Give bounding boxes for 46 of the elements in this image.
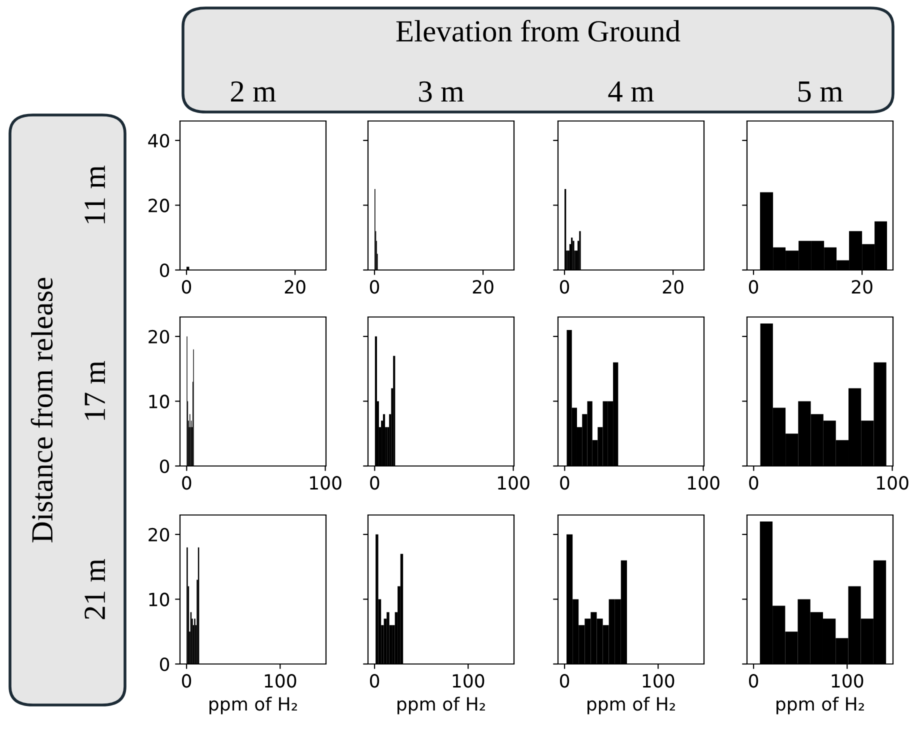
x-tick-label: 0 [560, 674, 570, 688]
y-axis-title: 21 m [84, 558, 105, 620]
chart-title: 2 m [231, 81, 276, 102]
x-tick-label: 0 [749, 674, 758, 688]
x-tick-label: 0 [370, 674, 380, 688]
x-tick-label: 0 [182, 476, 192, 490]
chart-title: 4 m [608, 81, 654, 102]
y-tick-label: 0 [160, 459, 170, 474]
y-tick-label: 0 [160, 263, 170, 278]
y-tick-label: 0 [160, 657, 170, 672]
y-axis-title: 11 m [84, 166, 105, 224]
y-tick-label: 20 [148, 528, 170, 542]
x-tick-label: 20 [284, 280, 306, 294]
x-tick-label: 0 [182, 674, 192, 688]
x-tick-label: 100 [688, 476, 720, 490]
x-axis-title: ppm of H₂ [588, 696, 675, 714]
x-tick-label: 20 [472, 280, 494, 294]
y-tick-label: 10 [149, 394, 170, 408]
x-tick-label: 0 [748, 280, 758, 294]
x-tick-label: 100 [264, 674, 296, 688]
x-tick-label: 100 [452, 674, 484, 688]
x-tick-label: 0 [560, 476, 570, 490]
x-tick-label: 0 [370, 476, 380, 490]
x-axis-title: ppm of H₂ [210, 696, 297, 714]
text: Elevation from Ground [396, 20, 680, 42]
chart-title: 3 m [419, 81, 464, 102]
x-tick-label: 100 [642, 674, 674, 688]
x-tick-label: 0 [560, 280, 570, 294]
y-tick-label: 20 [148, 198, 170, 212]
x-tick-label: 100 [310, 476, 342, 490]
y-tick-label: 20 [148, 330, 170, 344]
chart-title: 5 m [798, 82, 843, 102]
text: Distance from release [30, 278, 53, 542]
x-axis-title: ppm of H₂ [398, 696, 485, 714]
x-tick-label: 20 [662, 280, 684, 294]
x-tick-label: 0 [749, 476, 758, 490]
x-tick-label: 100 [498, 476, 530, 490]
x-tick-label: 0 [182, 280, 192, 294]
x-tick-label: 20 [852, 280, 872, 294]
x-axis-title: ppm of H₂ [776, 696, 864, 714]
x-tick-label: 100 [877, 476, 908, 490]
y-tick-label: 40 [148, 134, 170, 148]
x-tick-label: 0 [370, 280, 380, 294]
y-axis-title: 17 m [84, 360, 105, 420]
y-tick-label: 10 [149, 592, 170, 606]
x-tick-label: 100 [832, 674, 864, 688]
